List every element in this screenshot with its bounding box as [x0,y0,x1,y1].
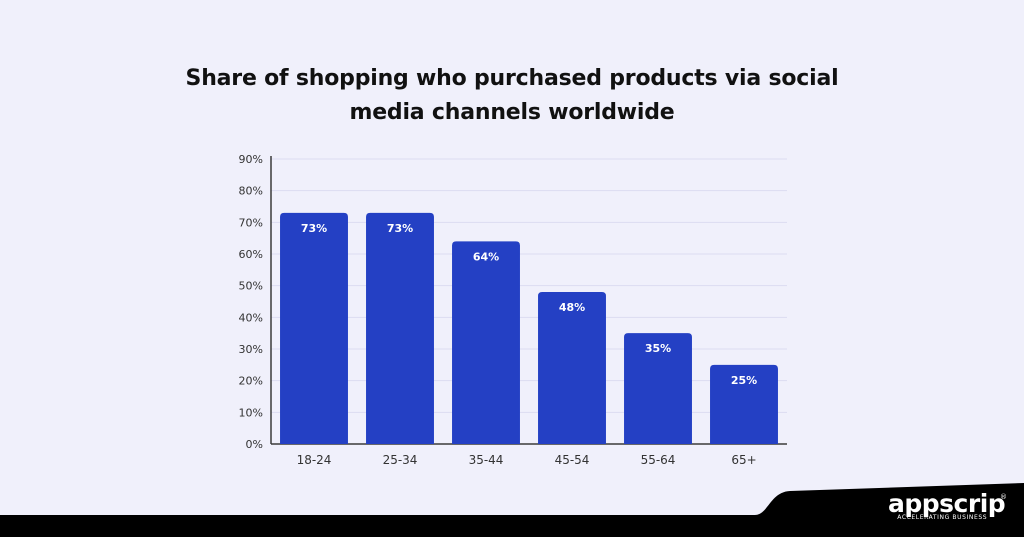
y-tick-label: 40% [239,311,263,324]
y-tick-label: 90% [239,153,263,166]
registered-mark: ® [1000,493,1007,501]
x-tick-label: 65+ [731,453,756,467]
bar [624,333,692,444]
x-tick-label: 35-44 [469,453,504,467]
y-tick-label: 10% [239,406,263,419]
y-tick-label: 60% [239,248,263,261]
data-label: 25% [731,374,757,387]
y-tick-label: 80% [239,185,263,198]
x-tick-label: 45-54 [555,453,590,467]
brand-wordmark: appscrip [888,489,1006,518]
data-label: 64% [473,250,499,263]
chart-title-line-2: media channels worldwide [349,100,675,125]
chart-title: Share of shopping who purchased products… [0,62,1024,130]
bar [538,292,606,444]
y-tick-label: 70% [239,216,263,229]
y-tick-label: 30% [239,343,263,356]
data-label: 35% [645,342,671,355]
y-tick-label: 0% [246,438,263,451]
bar [280,212,348,444]
x-tick-label: 25-34 [383,453,418,467]
y-tick-label: 50% [239,280,263,293]
y-tick-label: 20% [239,375,263,388]
bar [452,241,520,444]
brand-tagline: ACCELERATING BUSINESS [897,514,988,521]
bar [710,364,778,444]
data-label: 73% [387,222,413,235]
data-label: 73% [301,222,327,235]
data-label: 48% [559,301,585,314]
x-tick-label: 55-64 [641,453,676,467]
bar [366,212,434,444]
chart-title-line-1: Share of shopping who purchased products… [185,66,839,91]
x-tick-label: 18-24 [297,453,332,467]
appscrip-logo: appscrip ® ACCELERATING BUSINESS [888,489,1007,522]
